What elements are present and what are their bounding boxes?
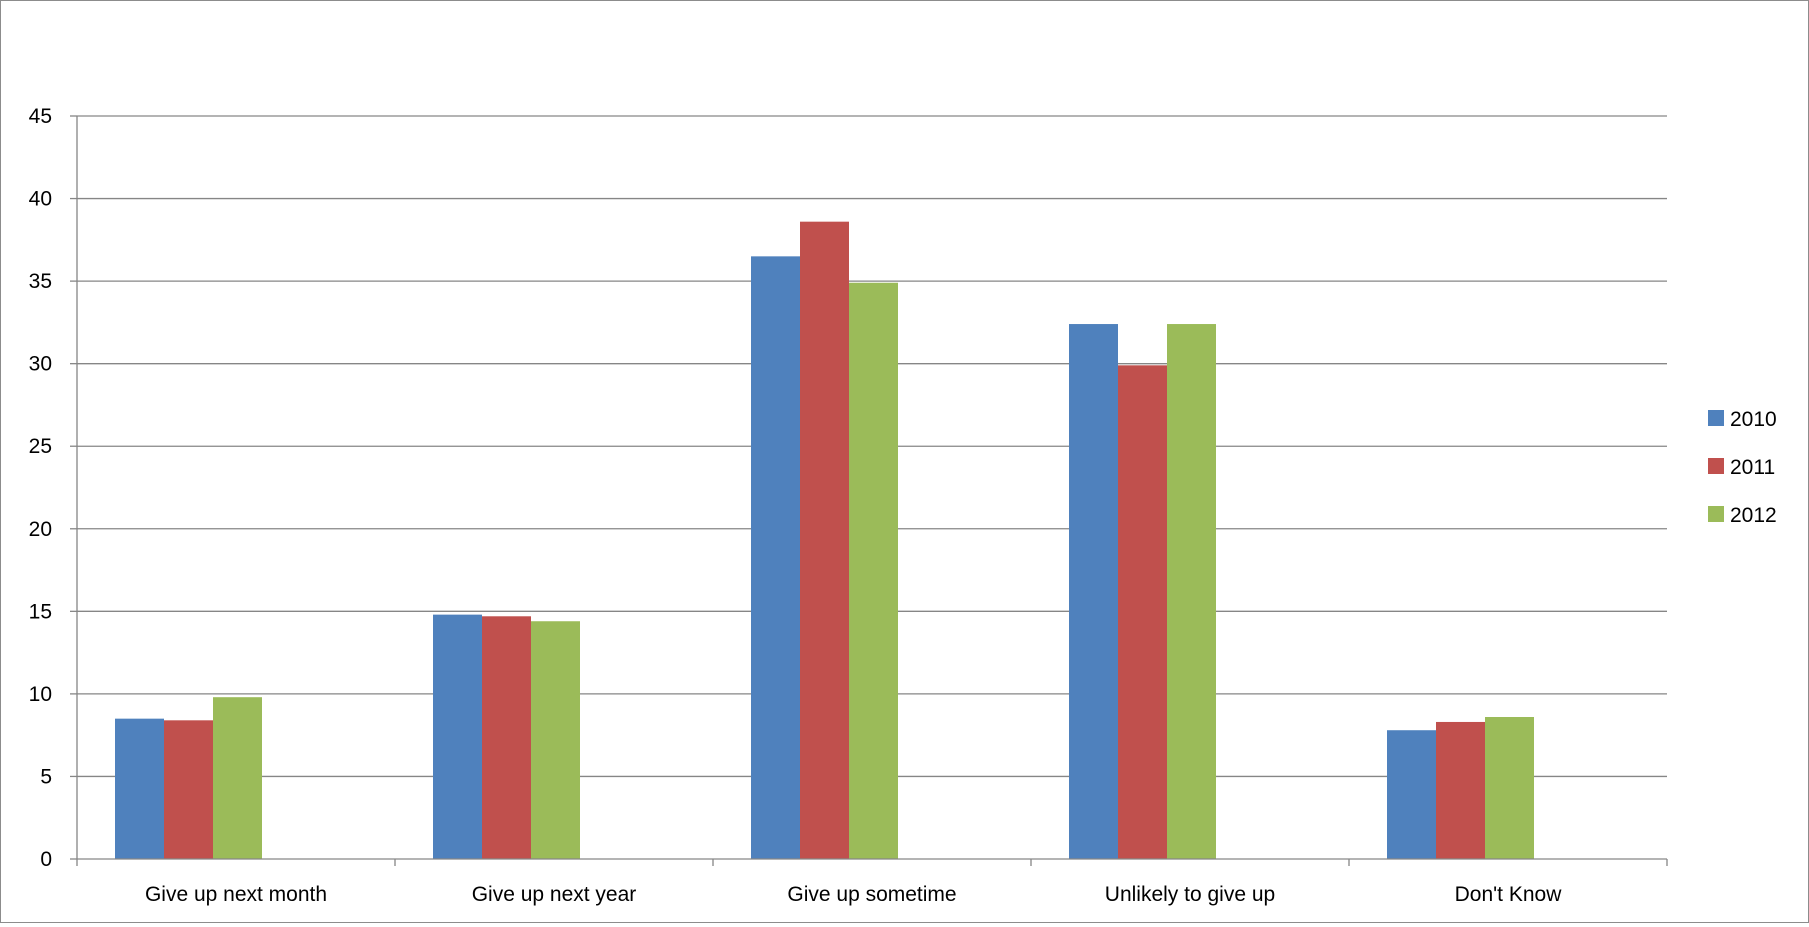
bar-2011-0 bbox=[164, 720, 213, 859]
legend: 2010 2011 2012 bbox=[1708, 408, 1777, 527]
bar-2012-0 bbox=[213, 697, 262, 859]
axes bbox=[76, 116, 1668, 866]
bars bbox=[115, 221, 1534, 859]
x-tick-label: Don't Know bbox=[1455, 883, 1563, 906]
x-axis-tick-labels: Give up next month Give up next year Give … bbox=[145, 883, 1562, 906]
bar-2011-1 bbox=[482, 616, 531, 859]
bar-2011-3 bbox=[1118, 365, 1167, 859]
bar-2010-0 bbox=[115, 718, 164, 859]
x-tick-label: Give up sometime bbox=[787, 883, 956, 906]
bar-2010-2 bbox=[751, 256, 800, 859]
y-tick-label: 25 bbox=[29, 435, 52, 458]
y-tick-label: 0 bbox=[40, 848, 52, 871]
y-tick-label: 20 bbox=[29, 518, 52, 541]
bar-2010-1 bbox=[433, 614, 482, 859]
x-tick-label: Unlikely to give up bbox=[1105, 883, 1275, 906]
y-tick-label: 40 bbox=[29, 188, 52, 211]
bar-2011-4 bbox=[1436, 721, 1485, 859]
bar-2012-4 bbox=[1485, 717, 1534, 859]
legend-swatch-2012 bbox=[1708, 506, 1724, 522]
y-tick-label: 5 bbox=[40, 765, 52, 788]
y-tick-label: 15 bbox=[29, 600, 52, 623]
legend-label-2010: 2010 bbox=[1730, 408, 1777, 431]
legend-label-2012: 2012 bbox=[1730, 504, 1777, 527]
legend-swatch-2011 bbox=[1708, 458, 1724, 474]
y-tick-label: 30 bbox=[29, 353, 52, 376]
bar-2012-3 bbox=[1167, 324, 1216, 859]
bar-2011-2 bbox=[800, 221, 849, 859]
bar-2010-3 bbox=[1069, 324, 1118, 859]
y-tick-label: 45 bbox=[29, 105, 52, 128]
x-tick-label: Give up next year bbox=[472, 883, 637, 906]
bar-2010-4 bbox=[1387, 730, 1436, 859]
legend-swatch-2010 bbox=[1708, 410, 1724, 426]
bar-2012-2 bbox=[849, 282, 898, 859]
y-tick-label: 10 bbox=[29, 683, 52, 706]
y-tick-label: 35 bbox=[29, 270, 52, 293]
y-axis-tick-labels: 0 5 10 15 20 25 30 35 40 45 bbox=[29, 105, 77, 871]
legend-label-2011: 2011 bbox=[1730, 456, 1775, 479]
bar-2012-1 bbox=[531, 621, 580, 859]
x-tick-label: Give up next month bbox=[145, 883, 327, 906]
